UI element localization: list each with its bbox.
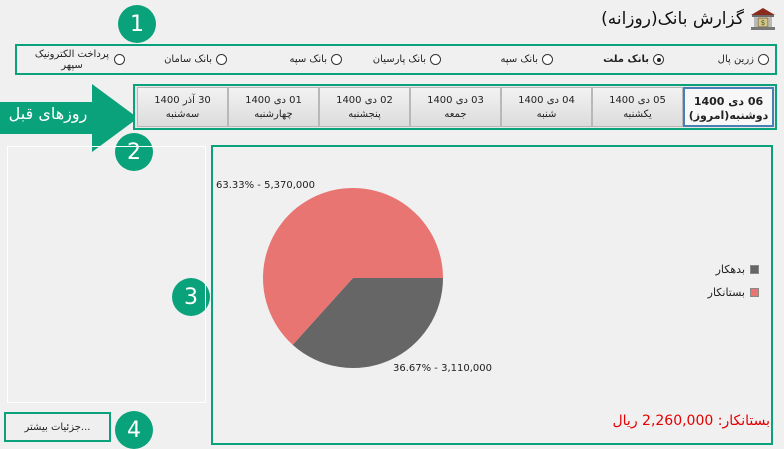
tab-day-30[interactable]: 30 آذر 1400 سه‌شنبه [137, 87, 228, 127]
legend-label: بستانکار [707, 286, 745, 299]
radio-bank-sepah-2[interactable]: بانک سپه [289, 46, 342, 73]
previous-days-label: روزهای قبل [8, 104, 88, 123]
tab-day-05[interactable]: 05 دی 1400 یکشنبه [592, 87, 683, 127]
chart-panel: بدهکار بستانکار 63.33% - 5,370,000 36.67… [211, 145, 773, 445]
bank-icon: $ [751, 8, 775, 30]
legend-label: بدهکار [715, 263, 745, 276]
radio-circle-icon[interactable] [430, 54, 441, 65]
tab-date: 01 دی 1400 [245, 95, 302, 106]
radio-bank-mellat[interactable]: بانک ملت [603, 46, 664, 73]
tab-date: 03 دی 1400 [427, 95, 484, 106]
window-header: $ گزارش بانک(روزانه) [601, 4, 776, 34]
balance-text: بستانکار: 2,260,000 ریال [612, 413, 770, 429]
tab-weekday: جمعه [444, 109, 467, 120]
tab-date: 02 دی 1400 [336, 95, 393, 106]
details-panel [7, 146, 206, 403]
callout-badge-1: 1 [118, 5, 156, 43]
radio-bank-parsian[interactable]: بانک پارسیان [373, 46, 441, 73]
radio-sepehr-payment[interactable]: پرداخت الکترونیک سپهر [34, 46, 125, 73]
svg-text:$: $ [761, 19, 765, 27]
chart-legend: بدهکار بستانکار [708, 263, 759, 299]
legend-swatch [750, 265, 759, 274]
radio-circle-icon[interactable] [331, 54, 342, 65]
tab-weekday: سه‌شنبه [165, 109, 200, 120]
radio-label: پرداخت الکترونیک سپهر [34, 48, 110, 71]
radio-circle-icon[interactable] [542, 54, 553, 65]
radio-bank-sepah[interactable]: بانک سپه [500, 46, 553, 73]
callout-badge-4: 4 [115, 411, 153, 449]
slice-label-credit: 63.33% - 5,370,000 [216, 180, 315, 191]
radio-label: بانک سپه [500, 54, 539, 65]
tab-weekday: یکشنبه [623, 109, 652, 120]
callout-badge-2: 2 [115, 133, 153, 171]
slice-label-debit: 36.67% - 3,110,000 [393, 363, 492, 374]
more-details-button[interactable]: جزئیات بیشتر... [4, 412, 111, 442]
radio-zarinpal[interactable]: زرین پال [718, 46, 769, 73]
radio-label: بانک ملت [603, 54, 649, 65]
tab-day-03[interactable]: 03 دی 1400 جمعه [410, 87, 501, 127]
tab-weekday: پنجشنبه [348, 109, 381, 120]
bank-radio-group: زرین پال بانک ملت بانک سپه بانک پارسیان … [15, 44, 777, 75]
tab-date: 30 آذر 1400 [154, 95, 211, 106]
tab-weekday: چهارشنبه [254, 109, 293, 120]
radio-bank-saman[interactable]: بانک سامان [164, 46, 227, 73]
pie-slice-debit [292, 278, 443, 368]
pie-slice-credit [263, 188, 443, 345]
tab-date: 04 دی 1400 [518, 95, 575, 106]
tab-weekday: شنبه [536, 109, 557, 120]
radio-circle-icon[interactable] [114, 54, 125, 65]
radio-label: زرین پال [717, 54, 754, 65]
legend-swatch [750, 288, 759, 297]
tab-day-02[interactable]: 02 دی 1400 پنجشنبه [319, 87, 410, 127]
tab-date: 06 دی 1400 [693, 95, 764, 108]
tab-weekday: دوشنبه(امروز) [688, 109, 769, 122]
tab-date: 05 دی 1400 [609, 95, 666, 106]
pie-chart [263, 188, 443, 368]
radio-circle-icon[interactable] [216, 54, 227, 65]
legend-item-credit: بستانکار [708, 286, 759, 299]
radio-label: بانک پارسیان [372, 54, 426, 65]
tab-today[interactable]: 06 دی 1400 دوشنبه(امروز) [683, 87, 774, 127]
day-tabs: 06 دی 1400 دوشنبه(امروز) 05 دی 1400 یکشن… [133, 84, 777, 130]
tab-day-04[interactable]: 04 دی 1400 شنبه [501, 87, 592, 127]
legend-item-debit: بدهکار [708, 263, 759, 276]
radio-label: بانک سامان [164, 54, 212, 65]
radio-circle-icon[interactable] [758, 54, 769, 65]
radio-checked-icon[interactable] [653, 54, 664, 65]
previous-days-arrow [0, 84, 138, 152]
callout-badge-3: 3 [172, 278, 210, 316]
page-title: گزارش بانک(روزانه) [601, 9, 744, 29]
tab-day-01[interactable]: 01 دی 1400 چهارشنبه [228, 87, 319, 127]
radio-label: بانک سپه [289, 54, 328, 65]
